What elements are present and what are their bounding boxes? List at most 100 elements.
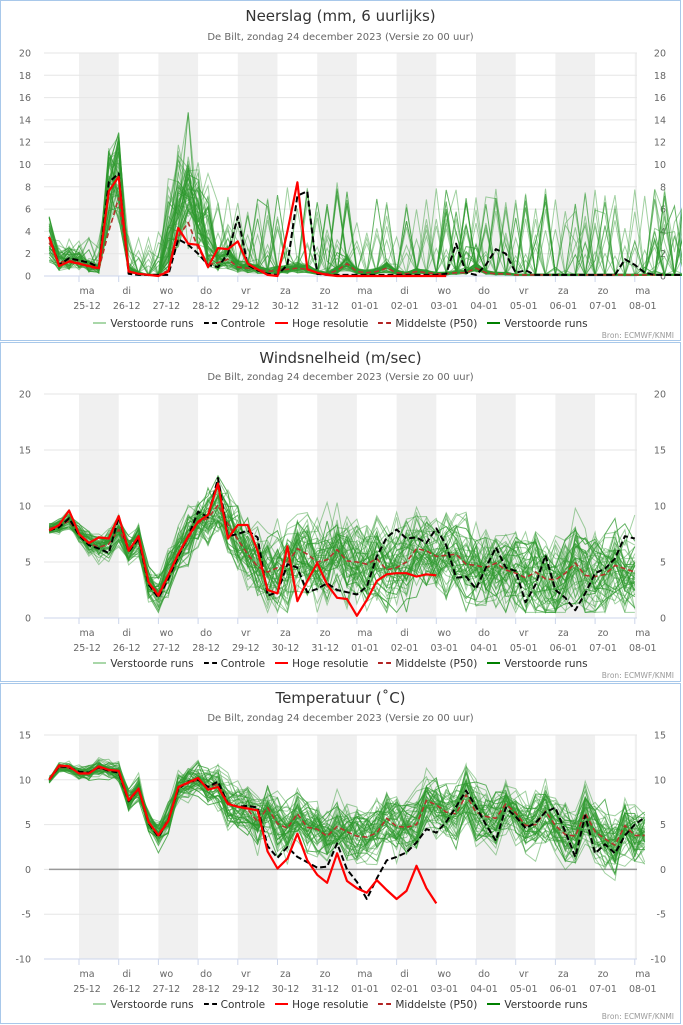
legend-item[interactable]: Middelste (P50) [378, 318, 477, 330]
x-tick-date: 29-12 [232, 301, 260, 312]
legend-swatch [203, 1003, 217, 1005]
y-tick-label-right: 5 [660, 558, 666, 569]
legend-swatch [487, 322, 501, 324]
x-tick-dow: ma [357, 286, 372, 297]
y-tick-label-left: 5 [25, 820, 31, 831]
legend-item[interactable]: Hoge resolutie [275, 318, 368, 330]
x-tick-date: 26-12 [113, 301, 141, 312]
chart-subtitle: De Bilt, zondag 24 december 2023 (Versie… [207, 372, 474, 383]
x-tick-dow: zo [320, 969, 331, 980]
hires-line [48, 175, 447, 278]
x-tick-date: 02-01 [391, 984, 419, 995]
ensemble-member-line [48, 147, 682, 277]
control-line [48, 172, 682, 276]
legend-swatch [203, 322, 217, 324]
legend-item[interactable]: Controle [203, 658, 266, 670]
ensemble-member-line [48, 132, 682, 276]
legend-item[interactable]: Middelste (P50) [378, 999, 477, 1011]
y-tick-label-left: 2 [25, 249, 31, 260]
x-tick-date: 31-12 [311, 643, 339, 654]
ensemble-member-line [49, 513, 636, 613]
legend-item[interactable]: Verstoorde runs [93, 658, 194, 670]
x-tick-dow: di [122, 969, 131, 980]
x-tick-dow: vr [241, 286, 251, 297]
legend-item[interactable]: Verstoorde runs [487, 318, 588, 330]
ensemble-member-line [48, 764, 646, 858]
chart-subtitle: De Bilt, zondag 24 december 2023 (Versie… [207, 713, 474, 724]
x-tick-date: 03-01 [430, 301, 458, 312]
x-tick-dow: do [478, 969, 490, 980]
ensemble-member-line [48, 167, 682, 276]
ensemble-member-line [48, 474, 636, 613]
ensemble-member-line [48, 758, 646, 860]
x-tick-date: 26-12 [113, 643, 141, 654]
ensemble-member-line [48, 759, 646, 862]
legend-swatch [487, 662, 501, 664]
y-tick-label-left: 18 [19, 71, 31, 82]
x-tick-date: 02-01 [391, 643, 419, 654]
x-tick-date: 01-01 [351, 301, 379, 312]
y-tick-label-right: -5 [657, 910, 666, 921]
x-tick-dow: zo [320, 628, 331, 639]
x-tick-date: 28-12 [192, 984, 220, 995]
ensemble-member-line [48, 143, 682, 276]
ensemble-member-line [48, 763, 646, 856]
legend-label: Controle [220, 658, 266, 670]
y-tick-label-left: 15 [19, 731, 31, 742]
ensemble-member-line [48, 767, 646, 857]
y-tick-label-left: 10 [19, 160, 31, 171]
legend-item[interactable]: Verstoorde runs [487, 658, 588, 670]
source-credit: Bron: ECMWF/KNMI [601, 331, 674, 340]
legend-item[interactable]: Controle [203, 318, 265, 330]
x-tick-date: 08-01 [629, 301, 657, 312]
hires-line [48, 482, 437, 617]
ensemble-member-line [48, 156, 682, 277]
legend-label: Verstoorde runs [110, 318, 194, 330]
day-band [634, 735, 637, 959]
x-tick-dow: ma [357, 969, 372, 980]
legend-item[interactable]: Hoge resolutie [275, 658, 368, 670]
hires-line [48, 764, 438, 905]
legend-item[interactable]: Hoge resolutie [275, 999, 368, 1011]
y-tick-label-left: 6 [25, 205, 31, 216]
x-tick-dow: ma [79, 969, 94, 980]
ensemble-member-line [49, 479, 636, 614]
ensemble-member-line [49, 511, 636, 605]
x-tick-dow: ma [79, 286, 94, 297]
ensemble-member-line [49, 172, 682, 277]
legend-label: Verstoorde runs [504, 318, 588, 330]
x-tick-dow: do [200, 286, 212, 297]
ensemble-member-line [48, 136, 682, 276]
x-tick-dow: do [478, 286, 490, 297]
x-tick-dow: vr [241, 628, 251, 639]
ensemble-member-line [48, 162, 682, 277]
y-tick-label-left: 16 [19, 93, 31, 104]
y-tick-label-right: 10 [654, 160, 666, 171]
y-tick-label-left: -10 [15, 955, 31, 966]
legend-item[interactable]: Verstoorde runs [93, 999, 194, 1011]
source-credit: Bron: ECMWF/KNMI [601, 1012, 674, 1021]
x-tick-date: 25-12 [73, 301, 101, 312]
y-tick-label-left: -5 [22, 910, 31, 921]
legend-item[interactable]: Verstoorde runs [93, 318, 194, 330]
ensemble-member-line [48, 761, 646, 864]
y-tick-label-right: 20 [654, 390, 666, 401]
x-tick-date: 01-01 [351, 643, 379, 654]
legend-item[interactable]: Middelste (P50) [378, 658, 477, 670]
x-tick-dow: za [558, 969, 569, 980]
legend-label: Hoge resolutie [292, 658, 369, 670]
y-tick-label-right: 14 [654, 115, 666, 126]
chart-title: Neerslag (mm, 6 uurlijks) [245, 7, 436, 25]
legend-item[interactable]: Controle [203, 999, 265, 1011]
legend-item[interactable]: Verstoorde runs [487, 999, 588, 1011]
x-tick-date: 08-01 [629, 643, 657, 654]
y-tick-label-left: 20 [19, 390, 31, 401]
y-tick-label-left: 5 [25, 558, 31, 569]
x-tick-date: 05-01 [510, 301, 538, 312]
ensemble-member-line [48, 763, 646, 853]
x-tick-date: 30-12 [272, 301, 300, 312]
y-tick-label-right: 16 [654, 93, 666, 104]
x-tick-date: 30-12 [272, 643, 300, 654]
x-tick-date: 06-01 [550, 301, 578, 312]
